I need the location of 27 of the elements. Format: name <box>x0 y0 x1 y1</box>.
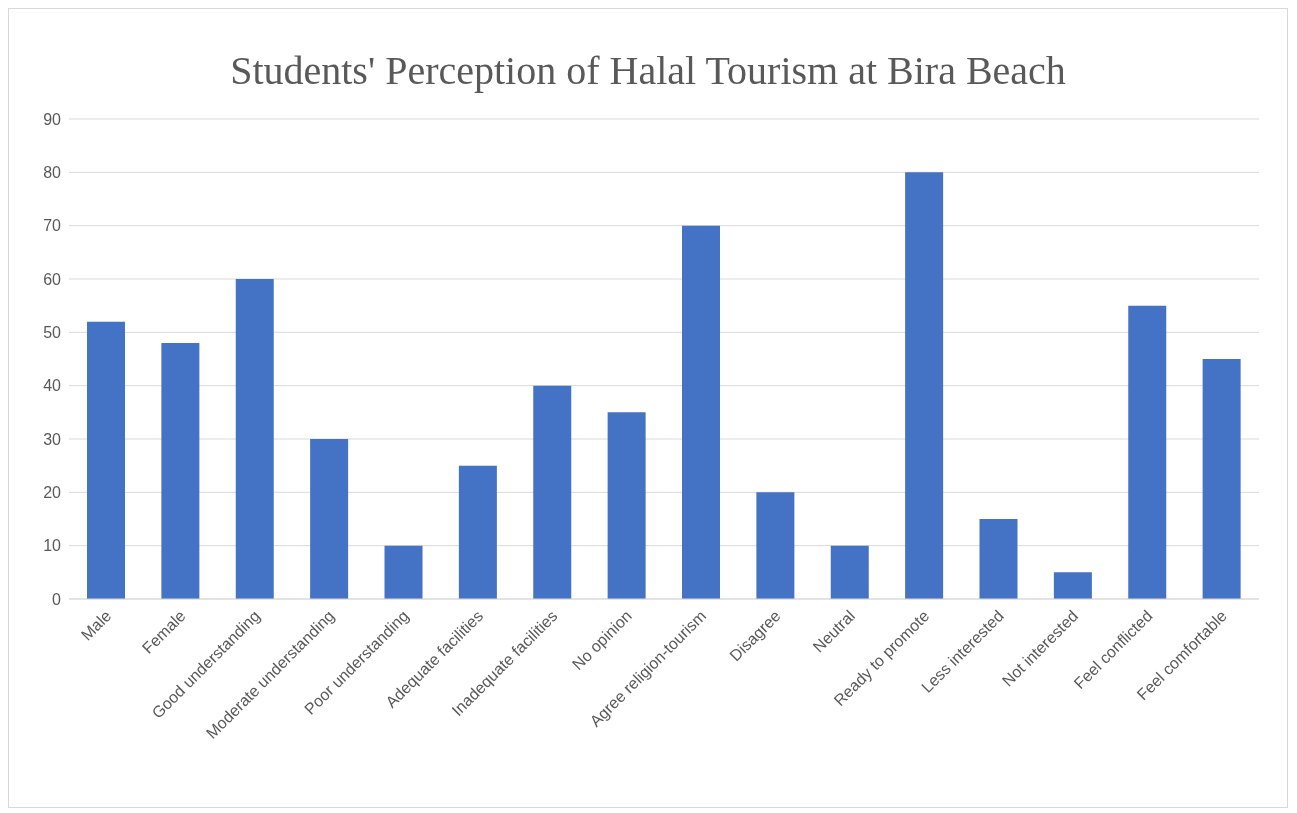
bar <box>1053 572 1092 599</box>
y-tick-label: 20 <box>43 484 62 502</box>
bar <box>458 465 497 599</box>
bar <box>905 172 944 599</box>
y-tick-label: 70 <box>43 217 62 235</box>
bar <box>384 545 423 599</box>
chart-title: Students' Perception of Halal Tourism at Bira Beach <box>229 47 1067 95</box>
y-tick-label: 50 <box>43 324 62 342</box>
y-tick-label: 10 <box>43 537 62 555</box>
bar <box>1128 305 1167 599</box>
y-tick-label: 80 <box>43 164 62 182</box>
bar <box>533 385 572 599</box>
bar <box>756 492 795 599</box>
bar <box>87 321 125 599</box>
bar <box>161 343 200 599</box>
y-tick-label: 60 <box>43 270 62 288</box>
y-tick-label: 0 <box>52 590 62 608</box>
y-tick-label: 40 <box>43 377 62 395</box>
bar <box>682 225 720 599</box>
bar <box>830 545 869 599</box>
bar <box>310 439 349 599</box>
y-tick-label: 30 <box>43 430 62 448</box>
bar <box>1202 359 1241 599</box>
bar <box>979 519 1018 599</box>
bar <box>607 412 646 599</box>
y-tick-label: 90 <box>43 110 62 128</box>
bar <box>235 279 274 599</box>
